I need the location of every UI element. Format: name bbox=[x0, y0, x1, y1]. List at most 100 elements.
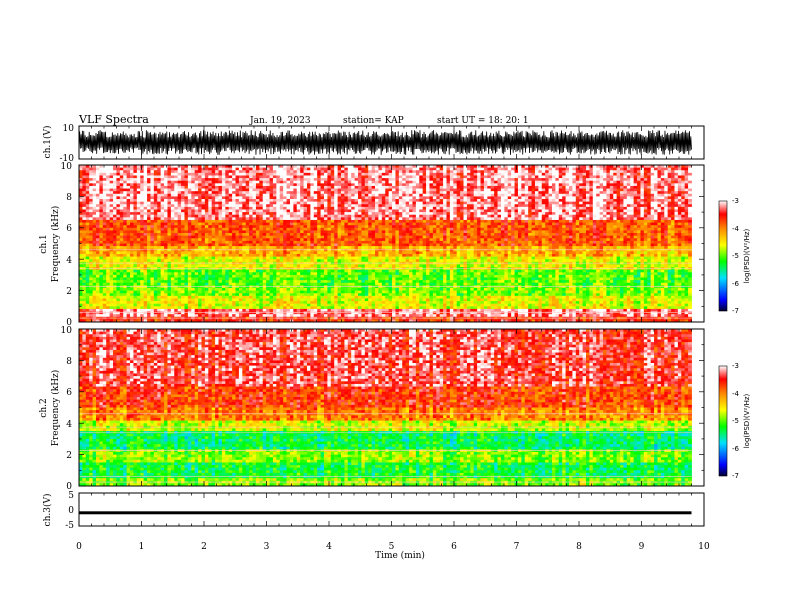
spectrogram-cell bbox=[184, 225, 189, 229]
spectrogram-cell bbox=[238, 243, 243, 247]
spectrogram-cell bbox=[300, 201, 304, 205]
spectrogram-cell bbox=[133, 201, 138, 205]
spectrogram-cell bbox=[303, 274, 308, 278]
spectrogram-cell bbox=[160, 178, 165, 182]
spectrogram-cell bbox=[177, 287, 182, 291]
spectrogram-cell bbox=[324, 277, 328, 281]
spectrogram-cell bbox=[174, 246, 179, 250]
spectrogram-cell bbox=[341, 269, 345, 273]
spectrogram-cell bbox=[252, 235, 257, 239]
spectrogram-cell bbox=[160, 287, 165, 291]
spectrogram-cell bbox=[235, 290, 240, 294]
spectrogram-cell bbox=[177, 185, 182, 189]
spectrogram-cell bbox=[89, 183, 94, 187]
spectrogram-cell bbox=[96, 274, 100, 278]
spectrogram-cell bbox=[153, 274, 158, 278]
spectrogram-cell bbox=[160, 240, 165, 244]
spectrogram-cell bbox=[358, 246, 362, 250]
spectrogram-cell bbox=[221, 259, 226, 263]
spectrogram-cell bbox=[174, 172, 179, 176]
spectrogram-cell bbox=[204, 222, 209, 226]
spectrogram-cell bbox=[228, 272, 233, 276]
spectrogram-cell bbox=[85, 282, 90, 286]
spectrogram-cell bbox=[194, 233, 199, 237]
spectrogram-cell bbox=[272, 311, 277, 315]
spectrogram-cell bbox=[286, 269, 291, 273]
spectrogram-cell bbox=[102, 251, 107, 255]
spectrogram-cell bbox=[153, 259, 158, 263]
spectrogram-cell bbox=[317, 248, 321, 252]
spectrogram-cell bbox=[201, 233, 206, 237]
spectrogram-cell bbox=[262, 170, 267, 174]
spectrogram-cell bbox=[96, 272, 100, 276]
spectrogram-cell bbox=[157, 259, 162, 263]
spectrogram-cell bbox=[245, 301, 250, 305]
spectrogram-cell bbox=[99, 253, 104, 257]
spectrogram-cell bbox=[354, 246, 359, 250]
spectrogram-cell bbox=[313, 183, 318, 187]
spectrogram-cell bbox=[99, 280, 104, 284]
spectrogram-cell bbox=[232, 183, 236, 187]
spectrogram-cell bbox=[238, 240, 243, 244]
spectrogram-cell bbox=[300, 235, 304, 239]
spectrogram-cell bbox=[218, 214, 223, 218]
spectrogram-cell bbox=[296, 256, 301, 260]
spectrogram-cell bbox=[157, 282, 162, 286]
spectrogram-cell bbox=[89, 295, 94, 299]
spectrogram-cell bbox=[276, 240, 281, 244]
spectrogram-cell bbox=[245, 183, 250, 187]
spectrogram-cell bbox=[341, 165, 345, 169]
spectrogram-cell bbox=[255, 303, 260, 307]
spectrogram-cell bbox=[306, 233, 311, 237]
spectrogram-cell bbox=[116, 196, 121, 200]
spectrogram-cell bbox=[347, 222, 352, 226]
spectrogram-cell bbox=[283, 196, 287, 200]
spectrogram-cell bbox=[119, 167, 124, 171]
spectrogram-cell bbox=[123, 238, 128, 242]
spectrogram-cell bbox=[252, 274, 257, 278]
spectrogram-cell bbox=[174, 206, 179, 210]
spectrogram-cell bbox=[337, 264, 342, 268]
spectrogram-cell bbox=[255, 201, 260, 205]
spectrogram-cell bbox=[177, 225, 182, 229]
spectrogram-cell bbox=[102, 269, 107, 273]
spectrogram-cell bbox=[225, 293, 230, 297]
spectrogram-cell bbox=[242, 319, 247, 323]
spectrogram-cell bbox=[184, 277, 189, 281]
spectrogram-cell bbox=[242, 246, 247, 250]
spectrogram-cell bbox=[126, 259, 131, 263]
spectrogram-cell bbox=[245, 256, 250, 260]
spectrogram-cell bbox=[177, 217, 182, 221]
spectrogram-cell bbox=[296, 311, 301, 315]
spectrogram-cell bbox=[242, 191, 247, 195]
spectrogram-cell bbox=[106, 201, 111, 205]
spectrogram-cell bbox=[106, 214, 111, 218]
spectrogram-cell bbox=[113, 293, 117, 297]
spectrogram-cell bbox=[341, 225, 345, 229]
spectrogram-cell bbox=[259, 303, 264, 307]
spectrogram-cell bbox=[330, 306, 335, 310]
spectrogram-cell bbox=[337, 167, 342, 171]
spectrogram-cell bbox=[310, 251, 315, 255]
spectrogram-cell bbox=[296, 188, 301, 192]
spectrogram-cell bbox=[126, 280, 131, 284]
spectrogram-cell bbox=[113, 277, 117, 281]
spectrogram-cell bbox=[133, 256, 138, 260]
spectrogram-cell bbox=[286, 209, 291, 213]
spectrogram-cell bbox=[208, 251, 213, 255]
spectrogram-cell bbox=[211, 165, 216, 169]
spectrogram-cell bbox=[174, 230, 179, 234]
spectrogram-cell bbox=[181, 269, 185, 273]
spectrogram-cell bbox=[119, 214, 124, 218]
spectrogram-cell bbox=[198, 196, 202, 200]
spectrogram-cell bbox=[330, 238, 335, 242]
spectrogram-cell bbox=[140, 293, 145, 297]
spectrogram-cell bbox=[276, 306, 281, 310]
spectrogram-cell bbox=[177, 248, 182, 252]
spectrogram-cell bbox=[334, 298, 339, 302]
spectrogram-cell bbox=[198, 238, 202, 242]
spectrogram-cell bbox=[187, 293, 192, 297]
spectrogram-cell bbox=[143, 248, 148, 252]
spectrogram-cell bbox=[96, 178, 100, 182]
spectrogram-cell bbox=[255, 206, 260, 210]
